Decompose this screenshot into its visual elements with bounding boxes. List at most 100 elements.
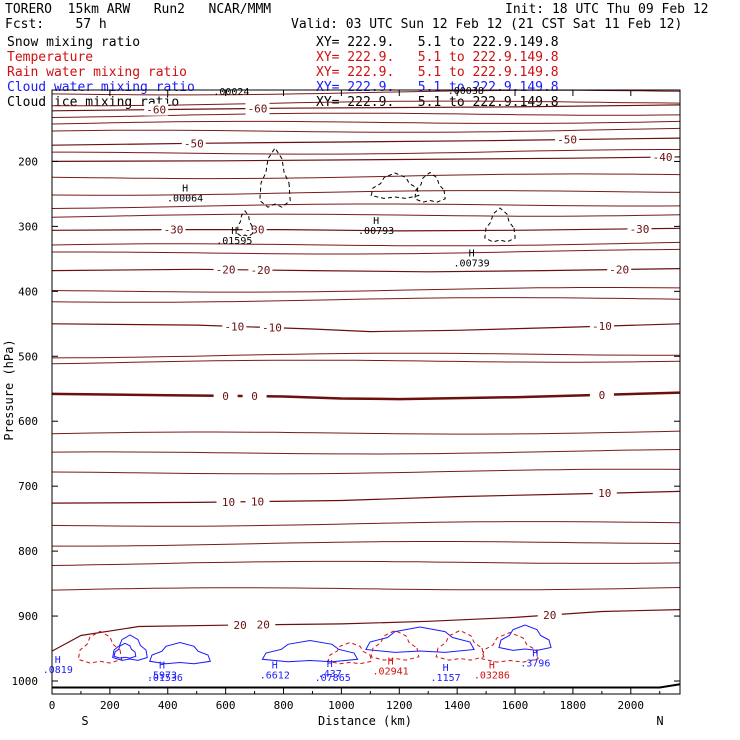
x-tick-label: 1800 [560,699,587,712]
y-tick-label: 800 [18,545,38,558]
isotherm-line [51,521,681,527]
contour-label: -60 [248,103,268,116]
extreme-marker: H [388,657,394,668]
extreme-value: .00064 [167,194,203,205]
x-axis-title: Distance (km) [318,714,412,728]
extreme-value: .1157 [431,673,461,684]
y-tick-label: 600 [18,415,38,428]
extreme-marker: H [159,660,165,671]
y-tick-label: 900 [18,610,38,623]
contour-label-mask [555,133,580,146]
rain-contour [77,630,123,664]
plot-frame [51,89,681,695]
contour-label-mask [161,223,186,236]
contour-label: -30 [245,224,265,237]
field-label-rain: Rain water mixing ratio [7,65,188,80]
contour-label-mask [248,264,273,276]
y-tick-label: 1000 [12,675,39,688]
extreme-value: .00793 [358,226,394,237]
field-label-snow: Snow mixing ratio [7,35,141,50]
valid-time: Valid: 03 UTC Sun 12 Feb 12 (21 CST Sat … [291,17,683,32]
contour-label: 10 [251,496,264,509]
cloud-contours [77,147,552,665]
isotherm-line [51,587,681,591]
cloud-water-contour [113,642,137,659]
extreme-marker: H [489,660,495,671]
x-tick-label: 600 [216,699,236,712]
isotherm-line [51,449,681,455]
rain-contour [481,631,539,663]
ground-line [52,683,681,689]
x-tick-label: 1600 [502,699,529,712]
isotherm-line [51,287,681,293]
contour-label: -50 [184,137,204,150]
contour-label-mask [181,137,206,150]
x-tick-label: 2000 [618,699,645,712]
extreme-value: .01536 [147,673,183,684]
isotherm-line [51,468,681,475]
field-xy-cloud-ice: XY= 222.9. 5.1 to 222.9.149.8 [316,95,559,110]
north-label: N [656,714,663,728]
extreme-value: .02941 [373,667,409,678]
extreme-value: .00739 [454,259,490,270]
extreme-marker: H [182,184,188,195]
contour-label: -10 [262,322,282,335]
contour-label: -10 [592,320,612,333]
contour-label-mask [144,103,169,116]
temperature-contour [51,156,681,162]
extreme-marker: H [373,216,379,227]
ice-cloud-contour [414,171,446,203]
extreme-marker: H [469,249,475,260]
y-tick-label: 700 [18,480,38,493]
temperature-contour [51,137,681,146]
contour-label-mask [589,320,614,333]
isotherm-line [51,352,680,359]
isotherm-line [51,203,681,209]
contour-label: -20 [216,264,236,277]
x-tick-label: 800 [274,699,294,712]
extreme-value: .03286 [474,670,510,681]
contour-label: 20 [233,619,246,632]
extreme-value: .437 [318,669,342,680]
temperature-contours: -60 -60 -50 -50 -40 -30 -30 -30 -20 -20 -20 -10 -10 -… [51,102,681,652]
extreme-value: .01595 [216,236,252,247]
contour-label: 0 [251,390,258,403]
extreme-value: .00038 [448,86,484,97]
isotherm-line [51,190,681,196]
extreme-value: .5973 [147,670,177,681]
contour-label-mask [650,151,675,164]
contour-label-mask [242,390,267,403]
unlabeled-isotherms [51,89,681,591]
contour-label: 20 [543,609,556,622]
contour-label: -20 [250,264,270,277]
cloud-water-contour [498,624,552,651]
x-tick-label: 1000 [328,699,355,712]
rain-contour [370,629,420,661]
axes: 0 200 400 600 800 1000 1200 1400 1600 1800 2000200… [12,90,680,712]
rain-contour [327,641,373,665]
temperature-contour [51,268,681,273]
contour-label-mask [213,389,238,402]
y-tick-label: 200 [18,155,38,168]
isotherm-line [51,430,681,435]
extreme-marker: H [443,663,449,674]
contour-label-mask [259,321,284,334]
extreme-value: .00024 [213,87,249,98]
x-tick-label: 1200 [386,699,413,712]
isotherm-line [52,149,680,155]
contour-label-mask [245,495,270,508]
contour-label: -30 [630,223,650,236]
extreme-value: .0819 [43,665,73,676]
isotherm-line [51,359,681,365]
contour-label-mask [607,263,632,276]
cloud-water-contour [112,634,148,661]
cloud-water-contour [149,641,211,665]
y-tick-label: 300 [18,220,38,233]
field-label-temperature: Temperature [7,50,94,65]
contour-label: 10 [222,496,235,509]
contour-label-mask [213,263,238,276]
extreme-labels: H.00064H.01595H.00793H.00739.00024.00038… [43,86,681,689]
y-tick-label: 500 [18,350,38,363]
extreme-marker: H [272,660,278,671]
